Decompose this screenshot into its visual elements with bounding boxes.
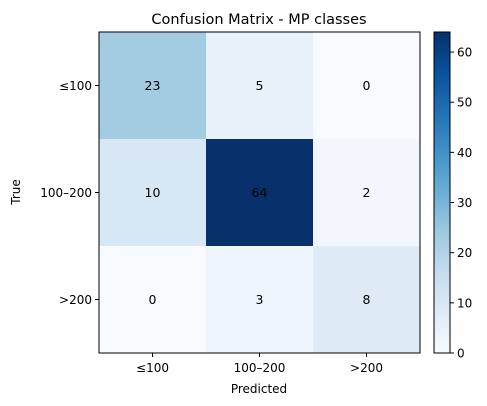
colorbar-tick-label: 20 (457, 246, 472, 260)
colorbar-tick-label: 10 (457, 296, 472, 310)
x-tick-label: 100–200 (234, 361, 286, 375)
colorbar (433, 31, 451, 354)
cell-value-label: 2 (363, 185, 371, 200)
colorbar-tick-label: 40 (457, 146, 472, 160)
heatmap-cell (206, 139, 314, 247)
cell-value-label: 23 (145, 78, 161, 93)
cell-value-label: 0 (149, 292, 157, 307)
heatmap-cell (99, 246, 207, 354)
colorbar-tick-label: 0 (457, 347, 465, 361)
colorbar-tick-label: 60 (457, 46, 472, 60)
heatmap-cell (206, 32, 314, 140)
heatmap-cell (206, 246, 314, 354)
y-tick-label: ≤100 (59, 79, 92, 93)
colorbar-tick-label: 50 (457, 96, 472, 110)
y-axis-label: True (9, 179, 23, 206)
y-tick-label: >200 (59, 293, 92, 307)
heatmap-cell (313, 32, 421, 140)
x-axis-label: Predicted (231, 382, 287, 396)
y-tick-label: 100–200 (40, 186, 92, 200)
heatmap-cell (313, 139, 421, 247)
y-axis-ticks: ≤100 100–200 >200 (40, 79, 99, 307)
cell-value-label: 5 (256, 78, 264, 93)
heatmap-cell (313, 246, 421, 354)
cell-value-label: 8 (363, 292, 371, 307)
heatmap-cells: 23 5 0 10 64 2 0 3 8 (99, 32, 421, 354)
heatmap-cell (99, 139, 207, 247)
cell-value-label: 3 (256, 292, 264, 307)
x-tick-label: >200 (350, 361, 383, 375)
cell-value-label: 0 (363, 78, 371, 93)
x-tick-label: ≤100 (136, 361, 169, 375)
colorbar-tick-label: 30 (457, 196, 472, 210)
chart-title: Confusion Matrix - MP classes (151, 12, 366, 28)
cell-value-label: 64 (252, 185, 268, 200)
colorbar-ticks: 0 10 20 30 40 50 60 (450, 46, 472, 361)
cell-value-label: 10 (145, 185, 161, 200)
heatmap-cell (99, 32, 207, 140)
x-axis-ticks: ≤100 100–200 >200 (136, 353, 383, 375)
